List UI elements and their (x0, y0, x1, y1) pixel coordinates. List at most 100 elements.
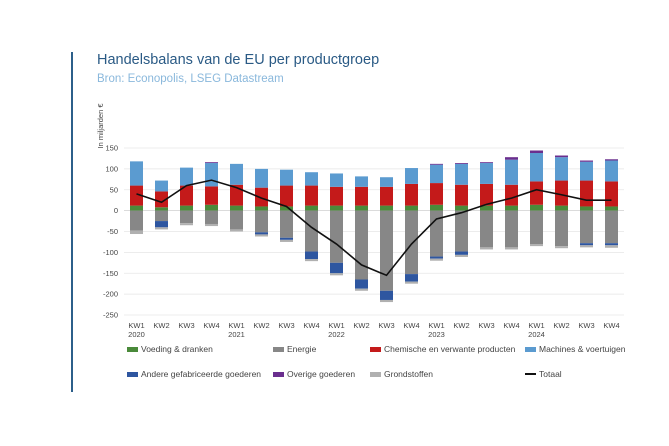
bar-machines-voertuigen-1 (155, 180, 168, 192)
x-tick-year-label: 2021 (228, 330, 245, 339)
legend-item: Overige goederen (273, 369, 355, 379)
legend-label: Machines & voertuigen (539, 344, 626, 354)
bar-voeding-dranken-13 (455, 205, 468, 211)
bar-machines-voertuigen-13 (455, 163, 468, 185)
x-tick-label: KW1 (228, 321, 244, 330)
x-tick-label: KW2 (553, 321, 569, 330)
bar-machines-voertuigen-7 (305, 172, 318, 186)
bar-machines-voertuigen-9 (355, 176, 368, 187)
bar-voeding-dranken-19 (605, 206, 618, 211)
bar-voeding-dranken-12 (430, 204, 443, 211)
total-line (136, 179, 612, 277)
x-tick-label: KW1 (128, 321, 144, 330)
bar-voeding-dranken-4 (230, 205, 243, 211)
bar-energie-16 (530, 210, 543, 245)
legend-label: Grondstoffen (384, 369, 433, 379)
x-tick-label: KW4 (503, 321, 519, 330)
bar-voeding-dranken-11 (405, 205, 418, 211)
bar-andere-gefabriceerde-goederen-11 (405, 274, 418, 282)
legend-item: Energie (273, 344, 316, 354)
bar-machines-voertuigen-18 (580, 161, 593, 181)
x-tick-year-label: 2023 (428, 330, 445, 339)
x-tick-label: KW3 (478, 321, 494, 330)
bar-voeding-dranken-5 (255, 206, 268, 211)
bar-voeding-dranken-16 (530, 204, 543, 211)
x-tick-year-label: 2020 (128, 330, 145, 339)
legend-item: Voeding & dranken (127, 344, 213, 354)
bar-energie-9 (355, 210, 368, 280)
bar-machines-voertuigen-19 (605, 160, 618, 182)
bar-chemische-en-verwante-producten-11 (405, 183, 418, 206)
bar-energie-5 (255, 210, 268, 233)
bar-energie-0 (130, 210, 143, 231)
bar-energie-1 (155, 210, 168, 222)
bar-energie-3 (205, 210, 218, 224)
legend-swatch (273, 371, 284, 377)
bar-energie-4 (230, 210, 243, 230)
bar-grondstoffen-1 (155, 227, 168, 230)
legend-label: Totaal (539, 369, 562, 379)
bar-grondstoffen-17 (555, 246, 568, 249)
bar-energie-10 (380, 210, 393, 291)
bar-chemische-en-verwante-producten-5 (255, 187, 268, 207)
bar-andere-gefabriceerde-goederen-9 (355, 279, 368, 289)
bar-grondstoffen-9 (355, 288, 368, 291)
bar-energie-19 (605, 210, 618, 244)
bar-energie-17 (555, 210, 568, 247)
bar-energie-13 (455, 210, 468, 252)
legend-item: Totaal (525, 369, 562, 379)
bar-andere-gefabriceerde-goederen-10 (380, 290, 393, 300)
x-tick-label: KW1 (528, 321, 544, 330)
bar-chemische-en-verwante-producten-3 (205, 186, 218, 205)
bar-machines-voertuigen-4 (230, 163, 243, 185)
bar-energie-6 (280, 210, 293, 238)
x-tick-label: KW2 (453, 321, 469, 330)
x-tick-label: KW4 (303, 321, 319, 330)
bar-voeding-dranken-6 (280, 206, 293, 211)
bar-machines-voertuigen-15 (505, 159, 518, 185)
bar-grondstoffen-3 (205, 223, 218, 227)
y-tick-label: -200 (103, 290, 118, 299)
y-tick-label: -50 (107, 227, 118, 236)
bar-chemische-en-verwante-producten-1 (155, 191, 168, 208)
bar-machines-voertuigen-16 (530, 153, 543, 182)
bar-overige-goederen-16 (530, 150, 543, 154)
legend-swatch (370, 346, 381, 352)
bar-chemische-en-verwante-producten-15 (505, 184, 518, 206)
bar-chemische-en-verwante-producten-19 (605, 181, 618, 207)
x-tick-label: KW4 (203, 321, 219, 330)
bar-machines-voertuigen-6 (280, 169, 293, 186)
bar-overige-goederen-15 (505, 157, 518, 160)
bar-overige-goederen-17 (555, 155, 568, 158)
legend-label: Andere gefabriceerde goederen (141, 369, 262, 379)
bar-andere-gefabriceerde-goederen-18 (580, 243, 593, 246)
x-tick-label: KW2 (153, 321, 169, 330)
bar-chemische-en-verwante-producten-6 (280, 185, 293, 207)
bar-chemische-en-verwante-producten-12 (430, 183, 443, 205)
bar-voeding-dranken-0 (130, 205, 143, 211)
bar-voeding-dranken-9 (355, 205, 368, 211)
bar-chemische-en-verwante-producten-18 (580, 180, 593, 207)
legend-item: Andere gefabriceerde goederen (127, 369, 261, 379)
bar-andere-gefabriceerde-goederen-1 (155, 221, 168, 228)
bar-grondstoffen-0 (130, 230, 143, 235)
x-tick-label: KW3 (578, 321, 594, 330)
bar-andere-gefabriceerde-goederen-8 (330, 262, 343, 274)
bar-grondstoffen-7 (305, 259, 318, 262)
legend: Voeding & dranken Energie Chemische en ver… (127, 344, 647, 384)
bar-voeding-dranken-1 (155, 207, 168, 211)
x-tick-year-label: 2022 (328, 330, 345, 339)
bar-energie-8 (330, 210, 343, 263)
legend-label: Voeding & dranken (141, 344, 213, 354)
bar-grondstoffen-15 (505, 247, 518, 250)
chart-subtitle: Bron: Econopolis, LSEG Datastream (97, 73, 284, 85)
bar-chemische-en-verwante-producten-7 (305, 185, 318, 206)
legend-item: Machines & voertuigen (525, 344, 625, 354)
bar-overige-goederen-3 (205, 162, 218, 164)
legend-item: Chemische en verwante producten (370, 344, 515, 354)
x-tick-label: KW3 (278, 321, 294, 330)
bar-chemische-en-verwante-producten-17 (555, 180, 568, 206)
y-tick-label: -100 (103, 248, 118, 257)
bar-grondstoffen-19 (605, 245, 618, 248)
